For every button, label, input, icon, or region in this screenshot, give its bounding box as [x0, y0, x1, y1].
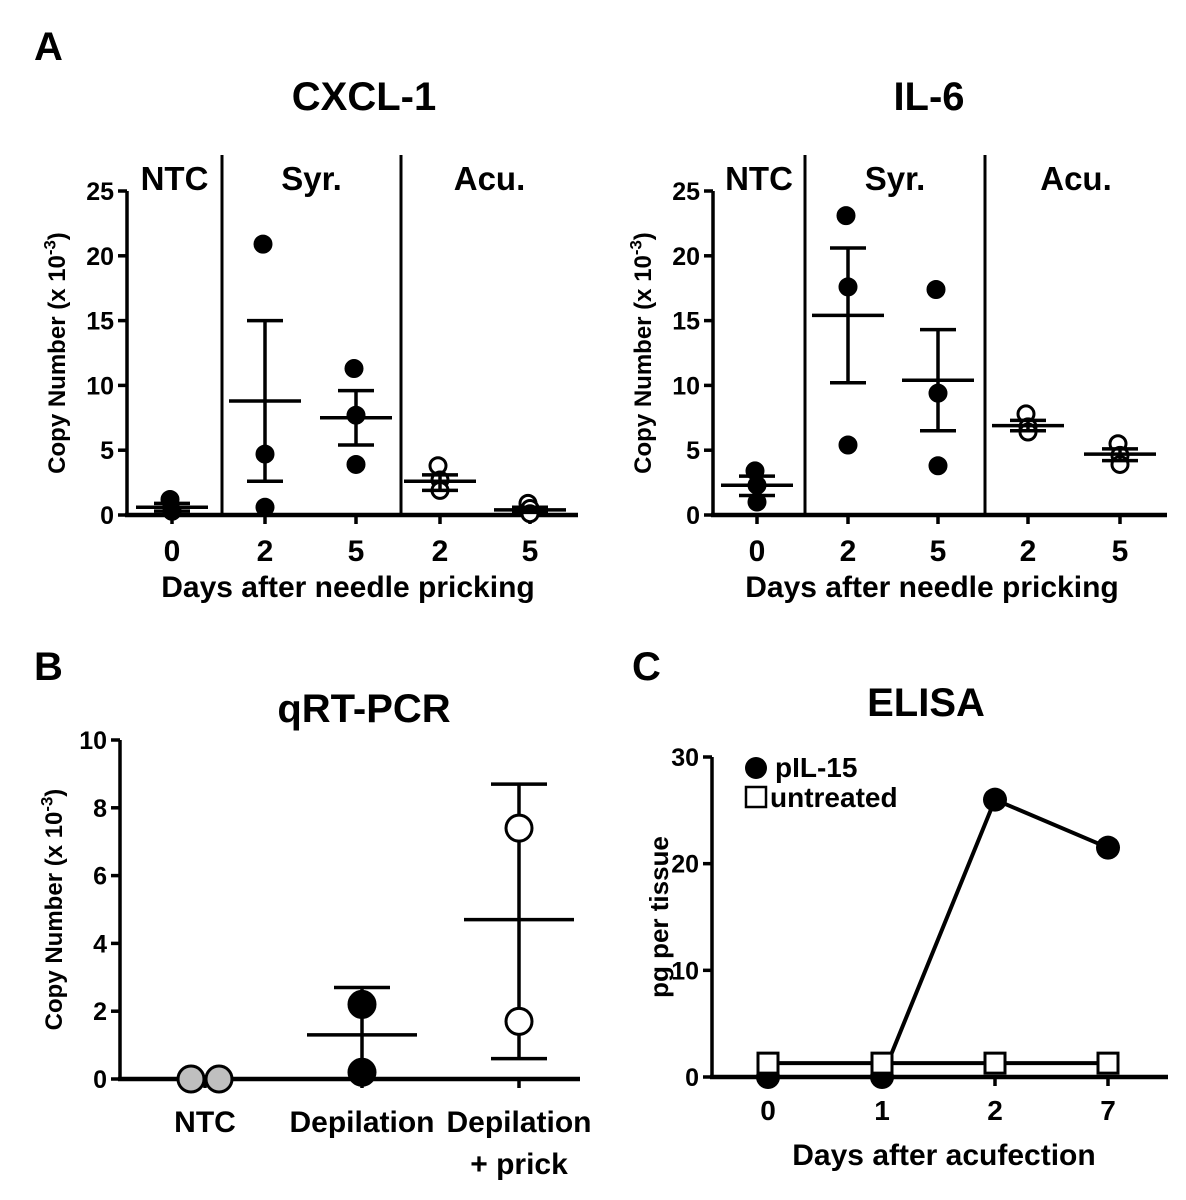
y-axis-label: Copy Number (x 10-3) [40, 232, 71, 474]
series-line [768, 797, 1109, 1079]
chart-title: IL-6 [893, 75, 964, 119]
data-point [253, 234, 273, 254]
data-point [926, 279, 946, 299]
y-tick-label: 5 [686, 437, 700, 465]
y-tick-label: 20 [86, 243, 114, 271]
panel-label-a: A [34, 25, 63, 69]
data-point [838, 435, 858, 455]
data-point [504, 813, 534, 843]
y-tick-label: 30 [671, 744, 699, 772]
y-tick-label: 25 [86, 178, 114, 206]
group-label: Syr. [281, 160, 342, 197]
y-axis-label-end: ) [630, 232, 657, 240]
y-axis-label-end: ) [44, 232, 71, 240]
chart-title: ELISA [867, 681, 985, 725]
y-tick-label: 0 [100, 502, 114, 530]
data-point-untreated [1096, 1051, 1120, 1075]
data-point-untreated [983, 1051, 1007, 1075]
data-point-untreated [870, 1051, 894, 1075]
x-tick-label: 5 [1112, 535, 1129, 568]
y-tick-label: 10 [86, 372, 114, 400]
data-point-pil15 [983, 787, 1007, 812]
x-tick-label: 5 [930, 535, 947, 568]
y-tick-label: 2 [93, 998, 107, 1026]
legend-label-untreated: untreated [770, 782, 898, 813]
data-point-untreated [756, 1051, 780, 1075]
x-tick-label: 2 [840, 535, 857, 568]
y-axis-label-main: Copy Number (x 10 [41, 812, 68, 1031]
y-tick-label: 15 [672, 308, 700, 336]
x-tick-label: 5 [348, 535, 365, 568]
y-tick-label: 8 [93, 795, 107, 823]
x-tick-label: Depilation [289, 1106, 434, 1139]
y-axis-label: pg per tissue [644, 836, 674, 998]
data-point [928, 456, 948, 476]
chart-title: qRT-PCR [277, 687, 450, 731]
x-tick-label: 2 [1020, 535, 1037, 568]
data-point [836, 206, 856, 226]
y-tick-label: 10 [671, 957, 699, 985]
data-point-pil15 [1096, 835, 1120, 860]
data-point [344, 359, 364, 379]
x-tick-label: 2 [432, 535, 449, 568]
data-point [255, 497, 275, 517]
panel-label-b: B [34, 645, 63, 689]
y-axis-label-superscript: -3 [40, 240, 59, 255]
group-label: Syr. [865, 160, 926, 197]
x-axis-label: Days after acufection [792, 1139, 1095, 1172]
group-label: NTC [141, 160, 209, 197]
y-tick-label: 0 [93, 1066, 107, 1094]
x-tick-label: + prick [470, 1148, 568, 1181]
y-tick-label: 10 [672, 372, 700, 400]
x-tick-label: 0 [749, 535, 766, 568]
legend-label-pil15: pIL-15 [775, 752, 857, 783]
x-tick-label: 0 [760, 1095, 776, 1126]
y-axis-label-main: Copy Number (x 10 [630, 255, 657, 474]
x-axis-label: Days after needle pricking [161, 571, 534, 604]
y-axis-label: Copy Number (x 10-3) [37, 789, 68, 1031]
data-point [347, 989, 377, 1019]
x-tick-label: NTC [174, 1106, 236, 1139]
chart-qrtpcr: qRT-PCR 0 2 4 6 8 10 NTC Depilation Depilation + p… [37, 687, 591, 1181]
y-tick-label: 5 [100, 437, 114, 465]
y-axis-label-main: Copy Number (x 10 [44, 255, 71, 474]
group-label: Acu. [1040, 160, 1112, 197]
group-label: NTC [725, 160, 793, 197]
y-tick-label: 0 [686, 502, 700, 530]
y-axis-label: Copy Number (x 10-3) [626, 232, 657, 474]
y-tick-label: 25 [672, 178, 700, 206]
x-tick-label: 7 [1100, 1095, 1116, 1126]
data-point [346, 454, 366, 474]
y-axis-label-superscript: -3 [37, 797, 56, 812]
y-tick-label: 20 [672, 243, 700, 271]
x-tick-label: 0 [164, 535, 181, 568]
data-point [504, 1006, 534, 1036]
y-tick-label: 15 [86, 308, 114, 336]
legend-marker-untreated [744, 785, 768, 809]
chart-title: CXCL-1 [292, 75, 436, 119]
panel-label-c: C [632, 645, 661, 689]
x-tick-label: 2 [257, 535, 274, 568]
x-axis-label: Days after needle pricking [745, 571, 1118, 604]
y-tick-label: 20 [671, 851, 699, 879]
x-tick-label: Depilation [446, 1106, 591, 1139]
y-tick-label: 6 [93, 863, 107, 891]
x-tick-label: 5 [522, 535, 539, 568]
x-tick-label: 2 [987, 1095, 1003, 1126]
y-axis-label-end: ) [41, 789, 68, 797]
x-tick-label: 1 [874, 1095, 890, 1126]
y-axis-label-superscript: -3 [626, 240, 645, 255]
group-label: Acu. [454, 160, 526, 197]
y-tick-label: 4 [93, 930, 107, 958]
y-tick-label: 0 [685, 1064, 699, 1092]
legend-marker-pil15 [745, 757, 767, 779]
data-point [176, 1064, 206, 1094]
data-point [347, 1057, 377, 1087]
y-tick-label: 10 [79, 727, 107, 755]
data-point [204, 1064, 234, 1094]
